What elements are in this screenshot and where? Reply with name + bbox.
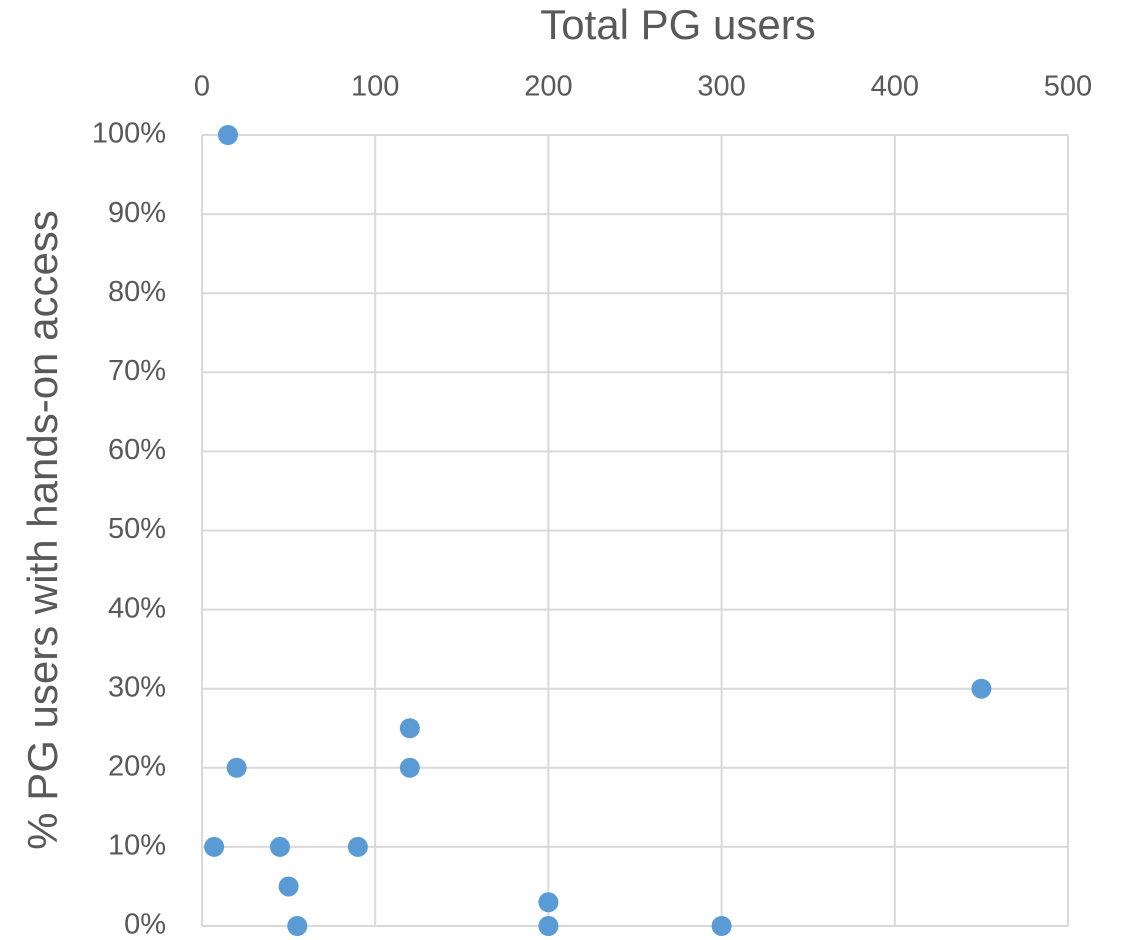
x-tick-label: 300 (697, 71, 745, 103)
data-point (204, 836, 225, 857)
x-tick-label: 400 (871, 71, 919, 103)
data-point (287, 916, 308, 936)
y-tick-label: 10% (108, 830, 166, 862)
data-point (538, 892, 559, 913)
data-point (711, 916, 732, 936)
x-tick-label: 0 (194, 71, 210, 103)
x-axis-title: Total PG users (540, 1, 815, 48)
y-tick-label: 0% (124, 909, 166, 940)
data-point (217, 125, 238, 145)
data-point (399, 718, 420, 739)
x-tick-label: 100 (351, 71, 399, 103)
x-tick-label: 200 (524, 71, 572, 103)
y-tick-label: 30% (108, 671, 166, 703)
y-tick-label: 80% (108, 276, 166, 308)
y-tick-label: 100% (92, 118, 166, 150)
y-tick-label: 60% (108, 434, 166, 466)
data-point (278, 876, 299, 897)
data-point (538, 916, 559, 936)
data-point (971, 678, 992, 699)
y-tick-label: 70% (108, 355, 166, 387)
x-tick-label: 500 (1044, 71, 1092, 103)
y-tick-label: 90% (108, 197, 166, 229)
y-tick-label: 40% (108, 592, 166, 624)
data-point (269, 836, 290, 857)
y-tick-label: 20% (108, 750, 166, 782)
y-tick-label: 50% (108, 513, 166, 545)
data-point (226, 757, 247, 778)
y-axis-title: % PG users with hands-on access (19, 210, 66, 850)
data-point (347, 836, 368, 857)
data-point (399, 757, 420, 778)
